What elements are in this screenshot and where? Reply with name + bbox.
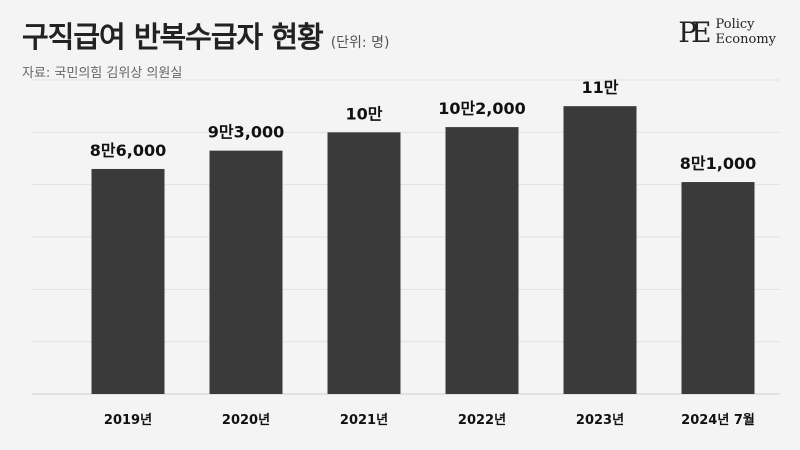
data-label-5: 8만1,000: [680, 154, 756, 173]
publisher-logo: PE Policy Economy: [678, 17, 776, 48]
bar-0: [91, 168, 165, 394]
data-label-2: 10만: [346, 104, 383, 123]
bar-5: [681, 182, 755, 394]
data-label-1: 9만3,000: [208, 123, 284, 142]
bar-3: [445, 127, 519, 394]
bar-4: [563, 106, 637, 395]
bar-layer: [91, 106, 755, 395]
label-layer: 8만6,000 9만3,000 10만 10만2,000 11만 8만1,000: [90, 78, 756, 173]
source-note: 자료: 국민의힘 김위상 의원실: [22, 66, 183, 81]
x-tick-label-0: 2019년: [104, 413, 152, 428]
tick-layer: 2019년 2020년 2021년 2022년 2023년 2024년 7월: [104, 412, 755, 428]
data-label-0: 8만6,000: [90, 141, 166, 160]
x-tick-label-1: 2020년: [222, 413, 270, 428]
page-title: 구직급여 반복수급자 현황: [22, 20, 324, 54]
title-row: 구직급여 반복수급자 현황 (단위: 명): [22, 14, 389, 56]
logo-line-2: Economy: [715, 31, 776, 47]
x-tick-label-2: 2021년: [340, 413, 388, 428]
logo-line-1: Policy: [715, 17, 755, 32]
x-tick-label-5: 2024년 7월: [681, 412, 755, 428]
x-tick-label-3: 2022년: [458, 413, 506, 428]
data-label-4: 11만: [582, 78, 619, 97]
logo-text: Policy Economy: [715, 17, 776, 48]
title-block: 구직급여 반복수급자 현황 (단위: 명) 자료: 국민의힘 김위상 의원실: [22, 14, 389, 81]
data-label-3: 10만2,000: [438, 99, 526, 118]
bar-1: [209, 150, 283, 394]
bar-2: [327, 132, 401, 395]
unit-label: (단위: 명): [330, 35, 390, 51]
x-tick-label-4: 2023년: [576, 413, 624, 428]
